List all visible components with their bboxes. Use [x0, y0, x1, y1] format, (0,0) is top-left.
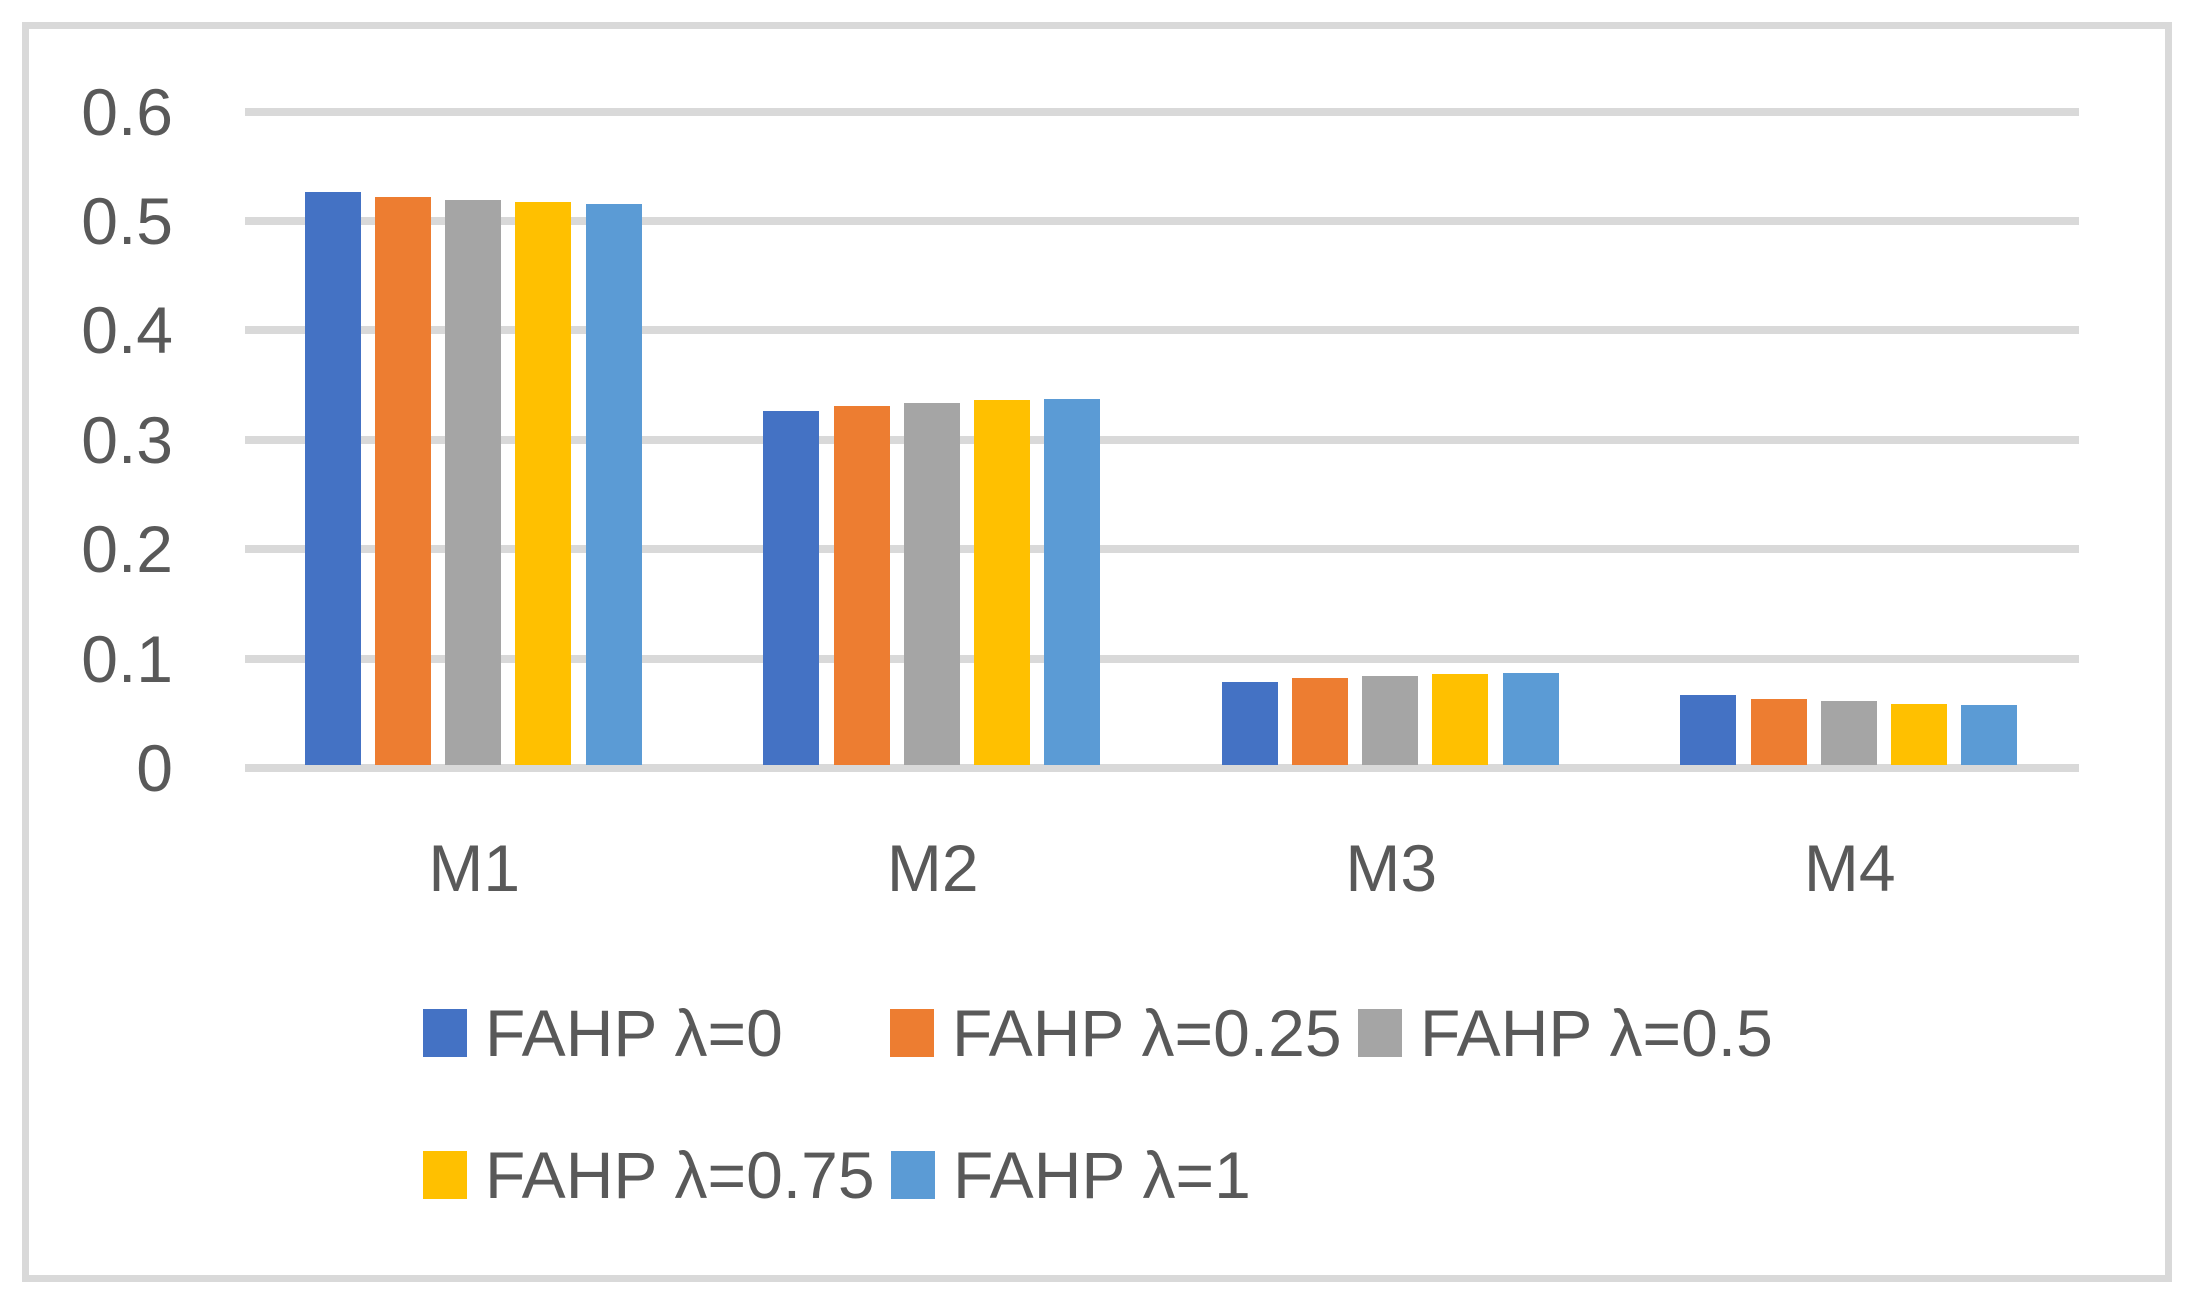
x-axis-category-label: M1 [428, 831, 521, 905]
bar-m3-series-1 [1292, 678, 1348, 765]
bar-m1-series-2 [445, 200, 502, 765]
legend-item: FAHP λ=0.25 [890, 996, 1342, 1070]
bar-m3-series-4 [1502, 672, 1559, 765]
bar-m4-series-4 [1961, 704, 2017, 765]
legend-color-swatch [890, 1009, 934, 1057]
bar-m1-series-4 [585, 203, 642, 765]
legend-item: FAHP λ=0.75 [423, 1138, 875, 1212]
gridline [245, 107, 2079, 116]
bar-m4-series-2 [1820, 701, 1877, 765]
legend-item: FAHP λ=1 [891, 1138, 1251, 1212]
gridline [245, 217, 2079, 225]
legend-color-swatch [1358, 1009, 1402, 1057]
bar-m1-series-0 [304, 191, 361, 765]
legend-color-swatch [423, 1009, 467, 1057]
y-axis-tick-label: 0.4 [81, 293, 173, 368]
legend-item: FAHP λ=0 [423, 996, 783, 1070]
bar-m2-series-3 [973, 400, 1030, 765]
bar-m2-series-2 [903, 402, 960, 765]
chart-border [22, 22, 2172, 1282]
bar-m2-series-1 [833, 405, 890, 765]
gridline [245, 545, 2079, 554]
bar-m1-series-3 [515, 202, 572, 765]
bar-m2-series-4 [1044, 399, 1100, 765]
bar-m3-series-3 [1432, 673, 1489, 765]
bar-m4-series-0 [1680, 694, 1737, 765]
bar-m3-series-0 [1221, 681, 1278, 765]
x-axis-category-label: M2 [886, 831, 979, 905]
legend-label: FAHP λ=0 [485, 996, 783, 1070]
bar-m1-series-1 [374, 196, 431, 765]
y-axis-tick-label: 0.1 [81, 621, 173, 696]
gridline [245, 326, 2079, 335]
legend-item: FAHP λ=0.5 [1358, 996, 1773, 1070]
bar-m2-series-0 [763, 411, 820, 765]
gridline [245, 654, 2079, 663]
y-axis-tick-label: 0.5 [81, 184, 173, 258]
legend-label: FAHP λ=0.25 [952, 996, 1342, 1070]
bar-m4-series-1 [1750, 699, 1807, 765]
y-axis-tick-label: 0.6 [81, 74, 173, 149]
y-axis-tick-label: 0.3 [81, 402, 173, 477]
x-axis-category-label: M3 [1345, 831, 1438, 905]
legend-color-swatch [423, 1151, 467, 1199]
x-axis-category-label: M4 [1803, 831, 1896, 905]
gridline [245, 435, 2079, 444]
legend-label: FAHP λ=0.5 [1420, 996, 1773, 1070]
bar-m4-series-3 [1890, 703, 1947, 765]
bar-m3-series-2 [1362, 676, 1419, 765]
legend-label: FAHP λ=0.75 [485, 1138, 875, 1212]
gridline [245, 764, 2079, 772]
y-axis-tick-label: 0.2 [81, 512, 173, 587]
legend-color-swatch [891, 1151, 935, 1199]
y-axis-tick-label: 0 [136, 731, 173, 805]
legend-label: FAHP λ=1 [953, 1138, 1251, 1212]
